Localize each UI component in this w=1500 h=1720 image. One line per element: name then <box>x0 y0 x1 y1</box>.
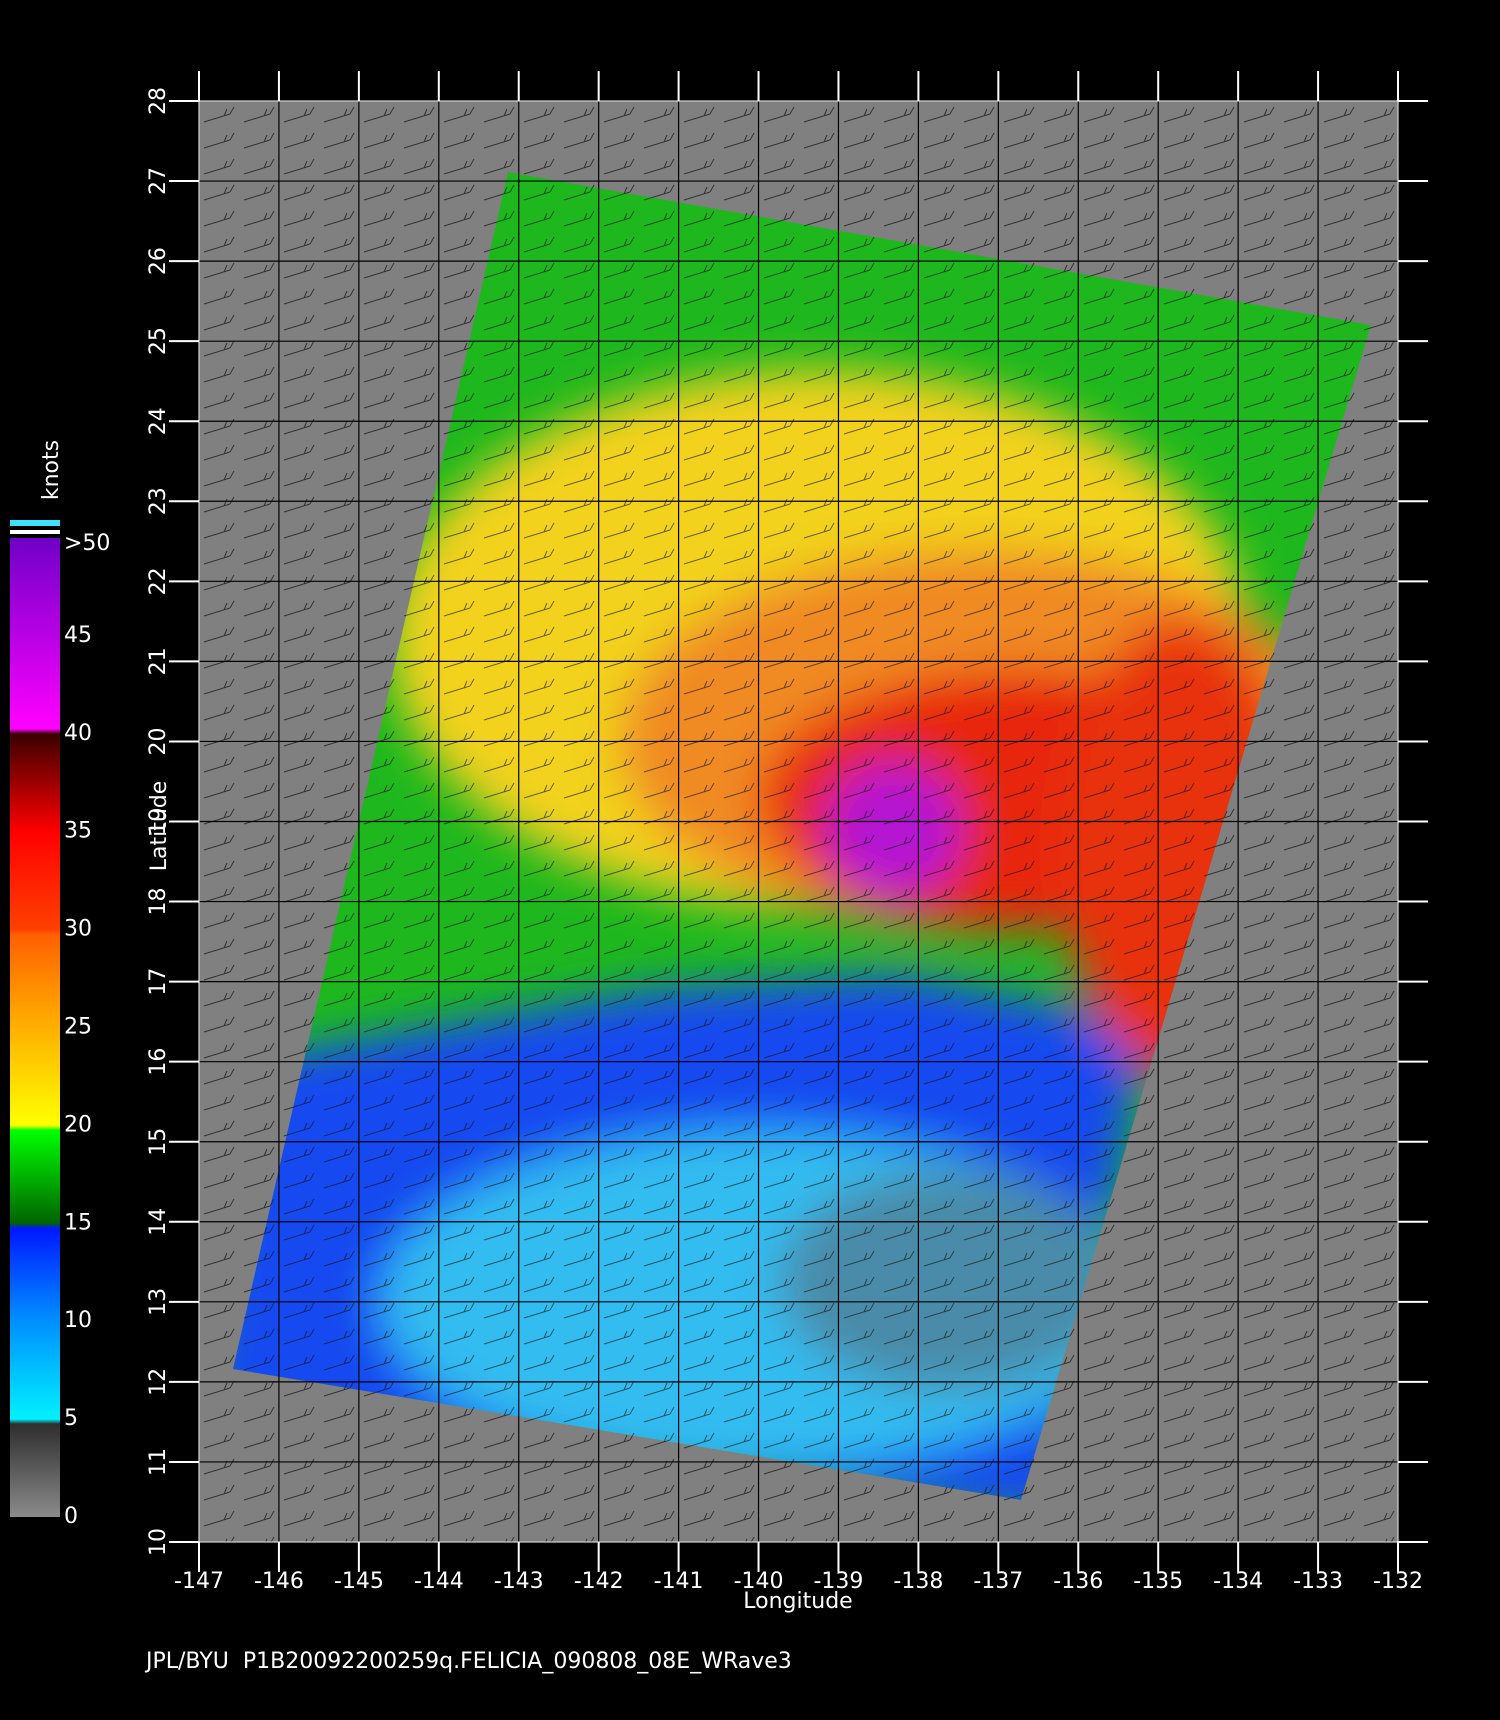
colorbar-tick-label: 45 <box>64 623 92 648</box>
x-tick-label: -143 <box>494 1569 544 1594</box>
colorbar-tick-label: 0 <box>64 1504 78 1529</box>
y-tick-label: 12 <box>146 1368 171 1396</box>
colorbar-tick-label: 10 <box>64 1308 92 1333</box>
x-tick-label: -146 <box>254 1569 304 1594</box>
wind-swath <box>233 172 1371 1500</box>
y-tick-label: 14 <box>146 1208 171 1236</box>
y-tick-label: 23 <box>146 487 171 515</box>
y-tick-label: 22 <box>146 567 171 595</box>
x-tick-label: -139 <box>813 1569 863 1594</box>
colorbar-tick-label: 35 <box>64 819 92 844</box>
x-tick-label: -140 <box>734 1569 784 1594</box>
colorbar <box>10 538 60 1517</box>
x-tick-label: -134 <box>1213 1569 1263 1594</box>
x-tick-label: -141 <box>654 1569 704 1594</box>
y-tick-label: 24 <box>146 407 171 435</box>
x-tick-label: -135 <box>1133 1569 1183 1594</box>
colorbar-cap <box>10 520 60 526</box>
colorbar-cap <box>10 530 60 534</box>
plot-frame <box>198 100 1399 1543</box>
y-tick-label: 16 <box>146 1048 171 1076</box>
y-tick-label: 13 <box>146 1288 171 1316</box>
colorbar-tick-label: 20 <box>64 1112 92 1137</box>
y-tick-label: 21 <box>146 647 171 675</box>
x-tick-label: -147 <box>174 1569 224 1594</box>
colorbar-tick-label: 40 <box>64 721 92 746</box>
y-tick-label: 10 <box>146 1528 171 1556</box>
y-tick-label: 20 <box>146 727 171 755</box>
y-tick-label: 15 <box>146 1128 171 1156</box>
colorbar-label: knots <box>39 440 64 500</box>
y-tick-label: 17 <box>146 968 171 996</box>
x-axis-label: Longitude <box>743 1589 852 1614</box>
y-tick-label: 25 <box>146 327 171 355</box>
colorbar-tick-label: 15 <box>64 1210 92 1235</box>
x-tick-label: -145 <box>334 1569 384 1594</box>
colorbar-tick-label: 30 <box>64 917 92 942</box>
grid <box>199 101 1398 1542</box>
y-tick-label: 26 <box>146 247 171 275</box>
y-tick-label: 18 <box>146 888 171 916</box>
x-tick-label: -142 <box>574 1569 624 1594</box>
y-tick-label: 27 <box>146 167 171 195</box>
x-tick-label: -137 <box>973 1569 1023 1594</box>
x-tick-label: -138 <box>893 1569 943 1594</box>
x-tick-label: -144 <box>414 1569 464 1594</box>
y-axis-label: Latitude <box>147 781 172 872</box>
y-tick-label: 11 <box>146 1448 171 1476</box>
swath-barbs <box>233 172 1371 1500</box>
colorbar-tick-label: 5 <box>64 1406 78 1431</box>
footer: JPL/BYU P1B20092200259q.FELICIA_090808_0… <box>144 1649 792 1674</box>
y-tick-label: 19 <box>146 808 171 836</box>
x-tick-label: -132 <box>1373 1569 1423 1594</box>
y-tick-label: 28 <box>146 87 171 115</box>
x-tick-label: -133 <box>1293 1569 1343 1594</box>
colorbar-tick-label: >50 <box>64 531 110 556</box>
colorbar-tick-label: 25 <box>64 1015 92 1040</box>
x-tick-label: -136 <box>1053 1569 1103 1594</box>
